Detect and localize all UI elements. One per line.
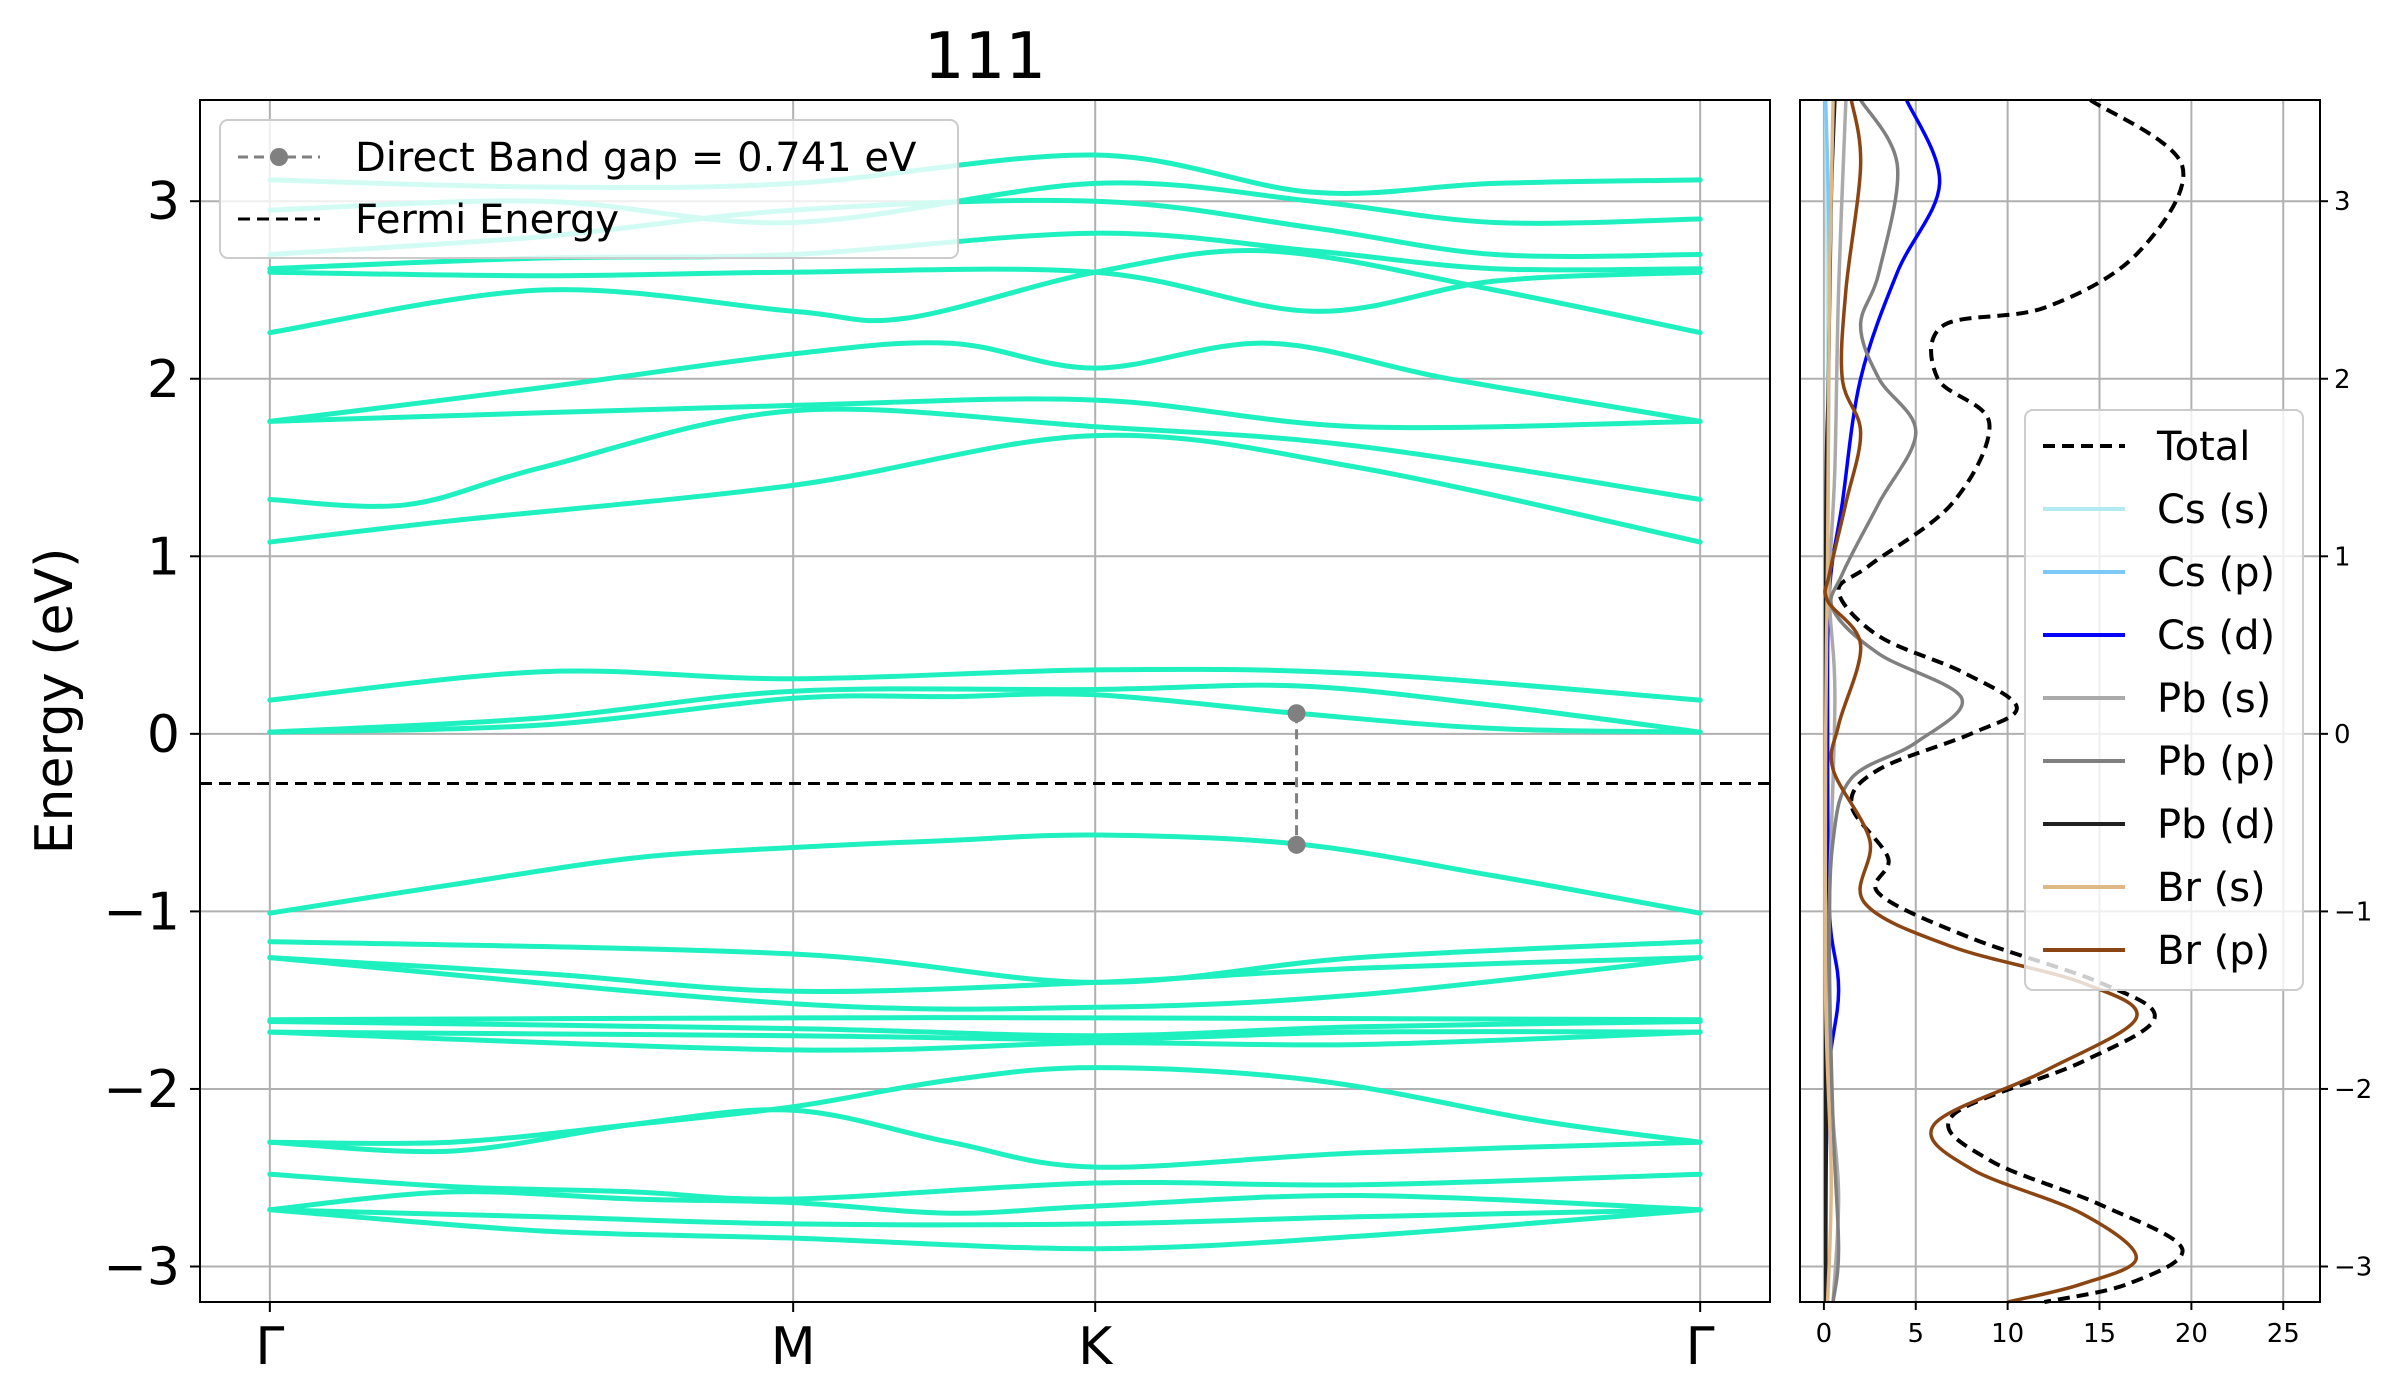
band-lines [267, 152, 1703, 1252]
band-line [267, 396, 1703, 431]
dos-y-tick-label: 1 [2334, 542, 2351, 572]
band-line [267, 691, 1703, 735]
band-line [267, 955, 1703, 1012]
y-tick-label: −3 [103, 1237, 180, 1297]
band-line [267, 955, 1703, 995]
dos-x-tick-label: 5 [1907, 1319, 1924, 1349]
band-line [267, 1015, 1703, 1023]
band-annotations [200, 704, 1770, 854]
dos-x-tick-label: 20 [2175, 1319, 2208, 1349]
dos-legend-label: Cs (p) [2157, 550, 2275, 596]
dos-legend: Total Cs (s) Cs (p) Cs (d) Pb (s) Pb (p) Pb (d… [2024, 409, 2304, 991]
legend-label-fermi: Fermi Energy [355, 197, 619, 243]
band-line [267, 248, 1703, 336]
dos-plot-frame [1799, 99, 2321, 1303]
band-line [267, 432, 1703, 545]
dos-y-tick-label: −2 [2334, 1075, 2372, 1105]
dos-y-tick-label: −1 [2334, 897, 2372, 927]
dos-legend-label: Cs (s) [2157, 487, 2271, 533]
band-structure-panel: −3 −2 −1 0 1 2 3 Γ M K Γ 111 Energy (eV) Direct Ba… [25, 20, 1771, 1377]
dos-legend-label: Cs (d) [2157, 613, 2275, 659]
y-tick-label: 3 [147, 172, 180, 232]
x-tick-label: Γ [255, 1317, 284, 1377]
dos-x-tick-label: 0 [1816, 1319, 1833, 1349]
dos-line-br-p [1823, 99, 2139, 1304]
band-line [267, 1029, 1703, 1042]
legend-box [219, 119, 959, 259]
band-legend: Direct Band gap = 0.741 eV Fermi Energy [219, 119, 959, 259]
band-line [267, 1107, 1703, 1170]
y-tick-label: 2 [147, 350, 180, 410]
band-line [267, 1207, 1703, 1252]
cbm-marker [1287, 704, 1306, 723]
dos-panel: −3 −2 −1 0 1 2 3 0 5 10 15 20 25 Total Cs (s) Cs (p) Cs… [1799, 98, 2373, 1349]
band-line [267, 682, 1703, 735]
band-line [267, 1065, 1703, 1147]
y-tick-label: 1 [147, 527, 180, 587]
dos-x-tick-label: 15 [2083, 1319, 2116, 1349]
y-tick-label: −2 [103, 1060, 180, 1120]
dos-legend-label: Total [2156, 424, 2250, 470]
y-tick-label: −1 [103, 882, 180, 942]
x-tick-label: M [771, 1317, 816, 1377]
band-line [267, 1207, 1703, 1228]
band-plot-frame [199, 99, 1771, 1303]
band-line [267, 1019, 1703, 1039]
band-line [267, 832, 1703, 916]
dos-line-br-s [1823, 99, 1835, 1303]
dos-line-pb-p [1827, 99, 1965, 1303]
dos-legend-label: Pb (d) [2157, 802, 2276, 848]
dos-y-tick-label: 2 [2334, 365, 2351, 395]
y-tick-label: 0 [147, 705, 180, 765]
vbm-marker [1287, 835, 1306, 854]
dos-lines [1823, 98, 2186, 1304]
x-tick-label: K [1078, 1317, 1114, 1377]
dos-y-tick-label: −3 [2334, 1252, 2372, 1282]
dos-y-tick-label: 3 [2334, 187, 2351, 217]
band-line [267, 266, 1703, 314]
dos-y-tick-label: 0 [2334, 720, 2351, 750]
band-line [267, 340, 1703, 424]
y-axis-label: Energy (eV) [25, 548, 85, 855]
dos-ticks: −3 −2 −1 0 1 2 3 0 5 10 15 20 25 [1816, 187, 2373, 1349]
band-line [267, 1189, 1703, 1216]
band-line [267, 1029, 1703, 1053]
band-line [267, 1171, 1703, 1202]
dos-line-total [1836, 98, 2186, 1304]
dos-x-tick-label: 10 [1991, 1319, 2024, 1349]
band-line [267, 406, 1703, 509]
dos-line-cs-d [1823, 99, 1942, 1303]
dos-legend-box [2024, 409, 2304, 991]
dos-x-tick-label: 25 [2267, 1319, 2300, 1349]
x-tick-label: Γ [1686, 1317, 1715, 1377]
dos-legend-label: Br (p) [2157, 928, 2270, 974]
dos-legend-label: Pb (s) [2157, 676, 2271, 722]
dos-legend-label: Pb (p) [2157, 739, 2276, 785]
band-line [267, 666, 1703, 703]
chart-title: 111 [924, 20, 1046, 94]
legend-marker-band-gap [270, 148, 288, 166]
legend-label-band-gap: Direct Band gap = 0.741 eV [355, 135, 917, 181]
dos-legend-label: Br (s) [2157, 865, 2266, 911]
band-ticks: −3 −2 −1 0 1 2 3 Γ M K Γ [103, 172, 1714, 1377]
